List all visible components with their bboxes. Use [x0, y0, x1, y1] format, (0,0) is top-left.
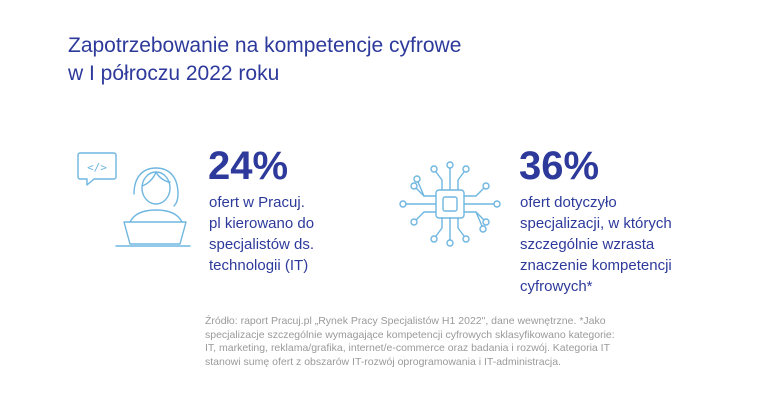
stat-digital-percent: 36% — [519, 144, 600, 188]
developer-at-laptop-icon: </> — [77, 152, 191, 247]
title-line-1: Zapotrzebowanie na kompetencje cyfrowe — [68, 34, 462, 57]
source-line: Źródło: raport Pracuj.pl „Rynek Pracy Sp… — [205, 315, 606, 327]
stat-it-description: ofert w Pracuj. pl kierowano do specjali… — [209, 192, 314, 276]
source-line: IT, marketing, reklama/grafika, internet… — [205, 342, 611, 354]
page-title: Zapotrzebowanie na kompetencje cyfrowe w… — [68, 32, 588, 88]
source-line: stanowi sumę ofert z obszarów IT-rozwój … — [205, 355, 561, 368]
circuit-chip-icon — [399, 161, 501, 247]
stat-it-line: specjalistów ds. — [209, 236, 315, 253]
title-line-2: w I półroczu 2022 roku — [68, 62, 280, 85]
source-line: specjalizacje szczególnie wymagające kom… — [205, 328, 615, 341]
stat-digital-line: znaczenie kompetencji — [520, 257, 672, 274]
stat-digital-line: cyfrowych* — [520, 278, 593, 295]
stat-it-line: pl kierowano do — [209, 215, 315, 232]
stat-it-line: technologii (IT) — [209, 257, 309, 274]
code-bubble-text: </> — [87, 161, 107, 174]
stat-digital-line: szczególnie wzrasta — [520, 236, 655, 253]
stat-it-percent: 24% — [208, 144, 289, 188]
stat-digital-line: specjalizacji, w których — [520, 215, 672, 232]
stat-digital-line: ofert dotyczyło — [520, 194, 617, 211]
stat-digital-description: ofert dotyczyło specjalizacji, w których… — [520, 192, 672, 297]
source-note: Źródło: raport Pracuj.pl „Rynek Pracy Sp… — [205, 315, 675, 369]
stat-it-line: ofert w Pracuj. — [209, 194, 305, 211]
